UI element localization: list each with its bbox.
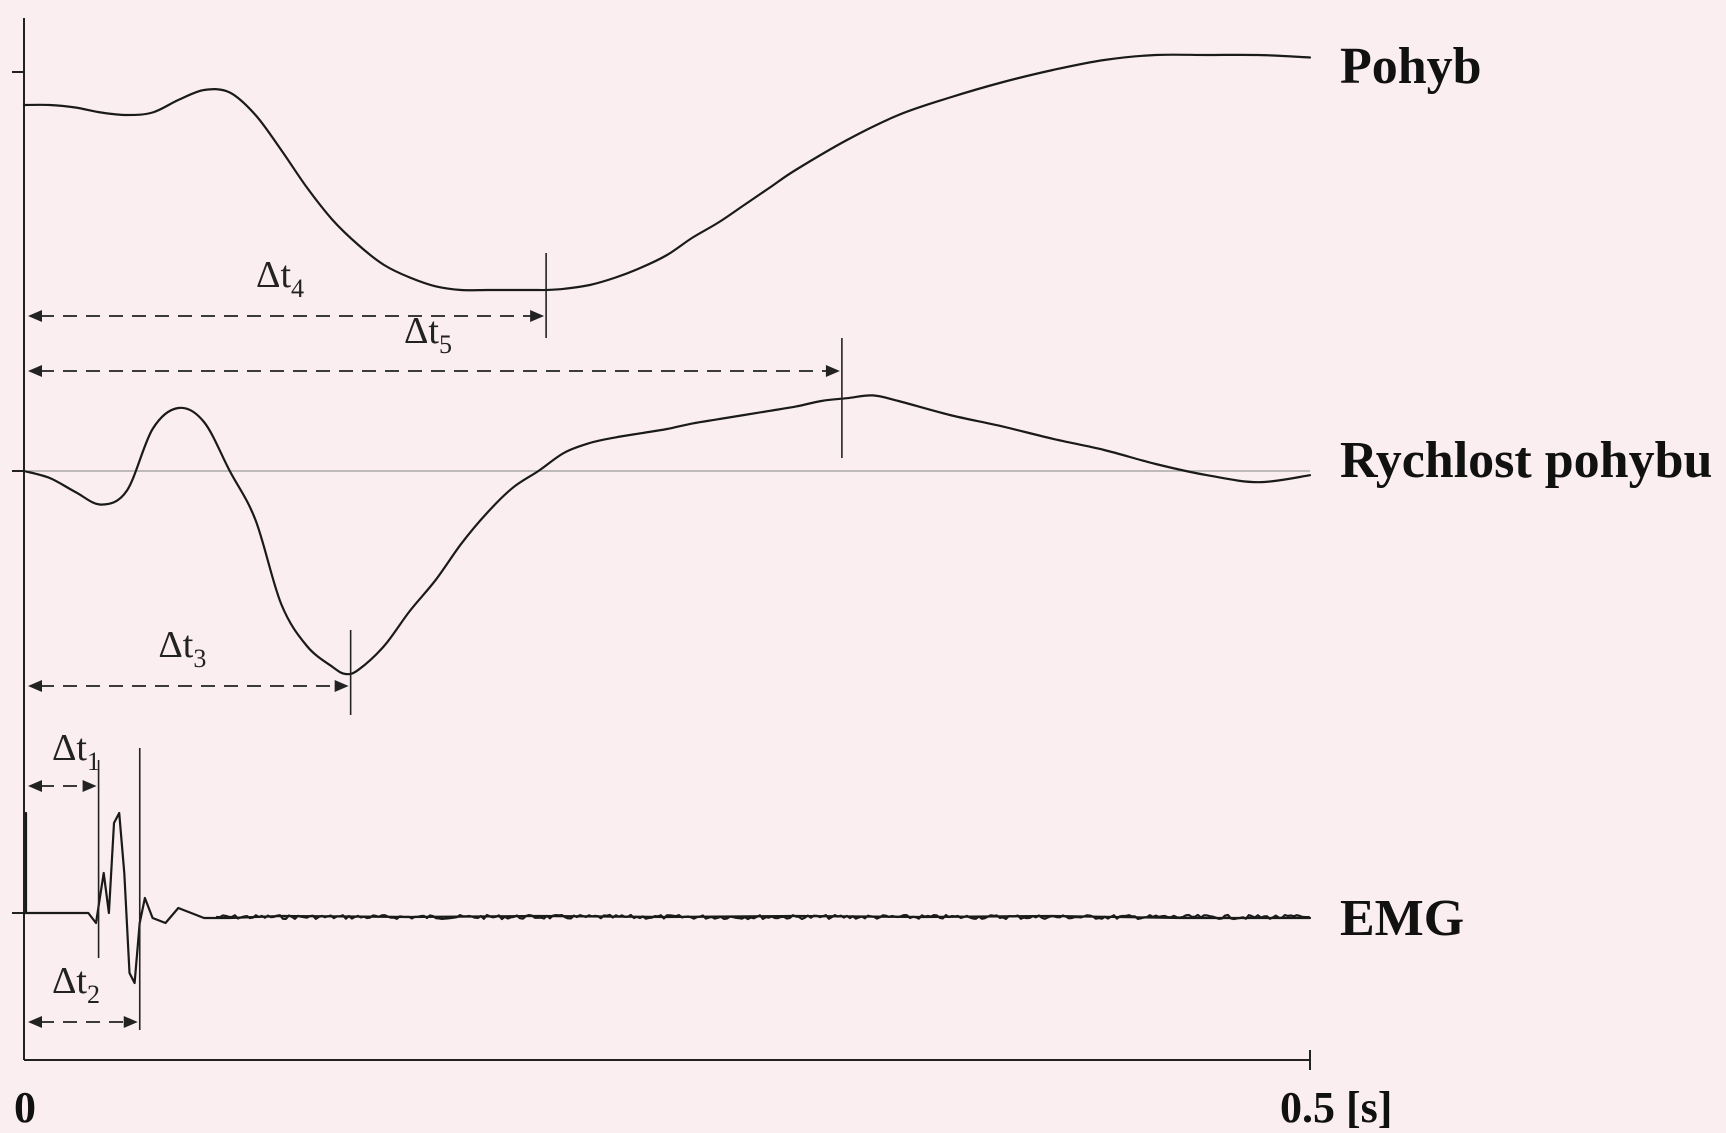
emg-noise-line [215, 913, 1310, 921]
dt3-arrowhead-left [28, 680, 42, 692]
series-line-rychlost-pohybu [22, 394, 1312, 676]
series-label-pohyb: Pohyb [1340, 38, 1482, 95]
dt2-arrowhead-left [28, 1016, 42, 1028]
dt1-arrowhead-right [82, 780, 97, 792]
dt3-label: Δt3 [158, 624, 206, 673]
dt4-subscript: 4 [291, 274, 304, 303]
dt2-label: Δt2 [52, 960, 100, 1009]
dt5-arrowhead-right [825, 365, 840, 377]
x-tick-label-start: 0 [14, 1083, 36, 1132]
series-line-emg [22, 811, 1312, 985]
x-tick-label-end: 0.5 [s] [1280, 1083, 1392, 1132]
dt1-subscript: 1 [87, 747, 100, 776]
dt4-label: Δt4 [256, 254, 304, 303]
series-label-emg: EMG [1340, 890, 1464, 947]
dt4-arrowhead-left [28, 310, 42, 322]
dt5-arrowhead-left [28, 365, 42, 377]
traces-group [22, 53, 1312, 985]
markers-group [97, 253, 843, 1030]
dt3-subscript: 3 [193, 644, 206, 673]
dt5-subscript: 5 [439, 330, 452, 359]
dt2-subscript: 2 [87, 980, 100, 1009]
dt5-label: Δt5 [404, 310, 452, 359]
dt1-label: Δt1 [52, 727, 100, 776]
dimension-arrows-group: Δt4 Δt5 Δt3 Δt1 Δt2 [28, 254, 840, 1028]
series-line-pohyb [22, 53, 1312, 292]
series-label-rychlost-pohybu: Rychlost pohybu [1340, 432, 1712, 489]
dt3-arrowhead-right [334, 680, 349, 692]
dt1-arrowhead-left [28, 780, 42, 792]
dt4-arrowhead-right [530, 310, 545, 322]
dt2-arrowhead-right [123, 1016, 138, 1028]
